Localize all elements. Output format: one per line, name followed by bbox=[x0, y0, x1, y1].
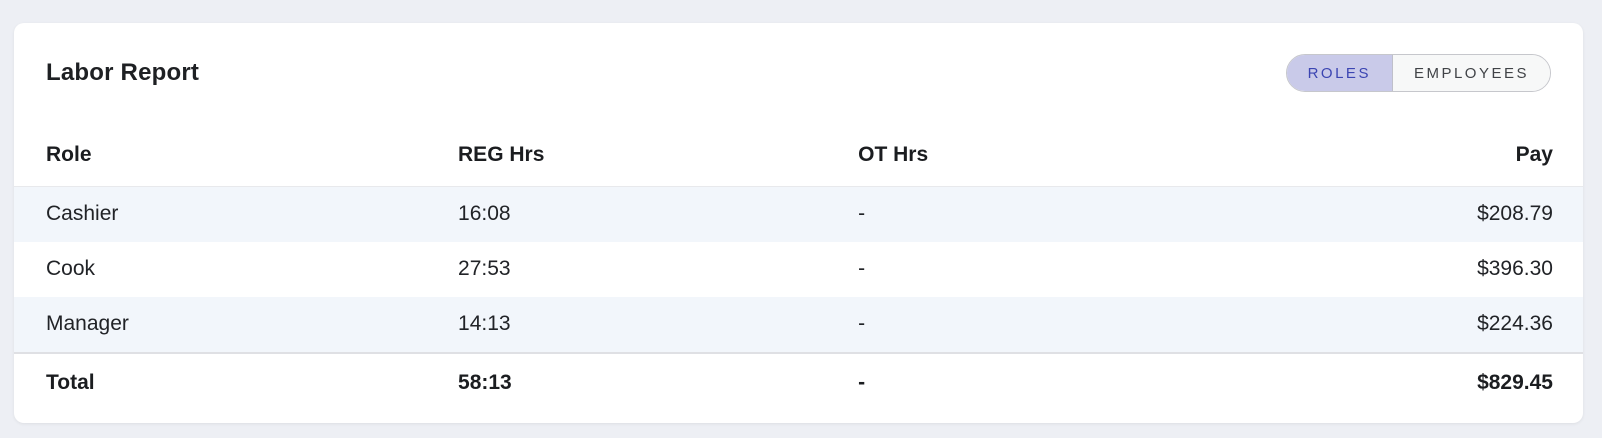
table-row-manager: Manager 14:13 - $224.36 bbox=[14, 297, 1583, 353]
pay-cell: $208.79 bbox=[1477, 202, 1553, 225]
ot-hrs-cell: - bbox=[858, 202, 866, 225]
roles-employees-toggle: ROLES EMPLOYEES bbox=[1285, 54, 1551, 92]
total-pay-cell: $829.45 bbox=[1258, 352, 1583, 413]
card-header: Labor Report ROLES EMPLOYEES bbox=[14, 23, 1583, 95]
toggle-roles-button[interactable]: ROLES bbox=[1286, 55, 1393, 91]
reg-hrs-cell: 27:53 bbox=[458, 257, 511, 280]
table-row-cashier: Cashier 16:08 - $208.79 bbox=[14, 186, 1583, 242]
reg-hrs-cell: 14:13 bbox=[458, 312, 511, 335]
role-cell: Cook bbox=[46, 257, 96, 280]
pay-cell: $396.30 bbox=[1477, 257, 1553, 280]
ot-hrs-cell: - bbox=[858, 257, 866, 280]
column-header-role: Role bbox=[14, 95, 459, 187]
table-total-row: Total 58:13 - $829.45 bbox=[14, 352, 1583, 413]
table-body: Cashier 16:08 - $208.79 Cook 27:53 - $39… bbox=[14, 186, 1583, 353]
page-title: Labor Report bbox=[46, 59, 200, 86]
role-cell: Manager bbox=[46, 312, 129, 335]
total-label-cell: Total bbox=[14, 352, 459, 413]
column-header-pay: Pay bbox=[1258, 95, 1583, 187]
labor-report-table: Role REG Hrs OT Hrs Pay Cashier 16:08 - … bbox=[14, 95, 1583, 413]
column-header-reg-hrs: REG Hrs bbox=[458, 95, 859, 187]
table-header: Role REG Hrs OT Hrs Pay bbox=[14, 95, 1583, 187]
reg-hrs-cell: 16:08 bbox=[458, 202, 511, 225]
labor-report-card: Labor Report ROLES EMPLOYEES Role REG Hr… bbox=[14, 23, 1583, 423]
column-header-ot-hrs: OT Hrs bbox=[858, 95, 1259, 187]
table-header-row: Role REG Hrs OT Hrs Pay bbox=[14, 95, 1583, 187]
total-reg-hrs-cell: 58:13 bbox=[458, 352, 859, 413]
toggle-employees-button[interactable]: EMPLOYEES bbox=[1392, 55, 1550, 91]
table-row-cook: Cook 27:53 - $396.30 bbox=[14, 242, 1583, 297]
table-footer: Total 58:13 - $829.45 bbox=[14, 352, 1583, 413]
ot-hrs-cell: - bbox=[858, 312, 866, 335]
pay-cell: $224.36 bbox=[1477, 312, 1553, 335]
role-cell: Cashier bbox=[46, 202, 119, 225]
total-ot-hrs-cell: - bbox=[858, 352, 1259, 413]
